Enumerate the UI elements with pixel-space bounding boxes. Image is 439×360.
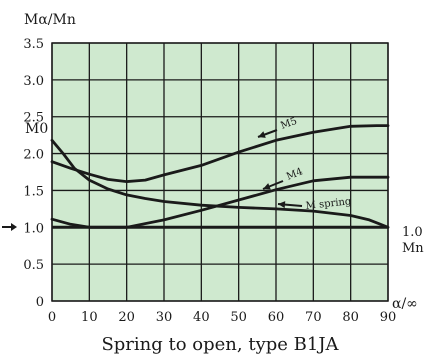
y-axis-label: Mα/Mn	[24, 12, 76, 28]
right-annotation-mn: Mn	[402, 241, 424, 256]
y-tick-label: 2.5	[23, 111, 44, 126]
x-tick-label: 10	[81, 310, 98, 325]
x-tick-label: 30	[156, 310, 173, 325]
series-lines	[50, 124, 390, 229]
y-tick-label: 3.5	[23, 37, 44, 52]
svg-text:M5: M5	[279, 116, 298, 132]
x-tick-label: 80	[342, 310, 359, 325]
y-tick-label: 3.0	[23, 74, 44, 89]
y-tick-label: 1.0	[23, 221, 44, 236]
plot-frame	[51, 42, 389, 302]
series-label-m-spring: M spring	[277, 196, 352, 212]
x-tick-label: 0	[48, 310, 56, 325]
plot-area	[52, 43, 388, 301]
x-tick-label: 70	[305, 310, 322, 325]
x-axis-label: α/∞	[392, 296, 418, 312]
y-tick-label: 1.5	[23, 184, 44, 199]
tick-labels: 0 10 20 30 40 50 60 70 80 90 0 0.5 1.0 1.5 2.0 2.5 3.0 3.…	[23, 37, 396, 325]
y-tick-label: 2.0	[23, 148, 44, 163]
series-line-m5	[50, 124, 390, 184]
y-tick-label: 0.5	[23, 258, 44, 273]
series-label-m5: M5	[257, 116, 299, 138]
left-pointer-icon	[2, 223, 17, 231]
y-tick-label: 0	[36, 295, 44, 310]
x-tick-label: 50	[230, 310, 247, 325]
svg-text:M spring: M spring	[305, 196, 352, 212]
right-annotation-value: 1.0	[402, 225, 423, 240]
series-line-m-spring	[50, 138, 390, 229]
chart-title: Spring to open, type B1JA	[101, 334, 339, 355]
x-tick-label: 60	[268, 310, 285, 325]
x-tick-label: 40	[193, 310, 210, 325]
m0-annotation: M0	[25, 121, 48, 137]
series-line-m4	[50, 175, 390, 229]
x-tick-label: 20	[118, 310, 135, 325]
x-tick-label: 90	[380, 310, 397, 325]
